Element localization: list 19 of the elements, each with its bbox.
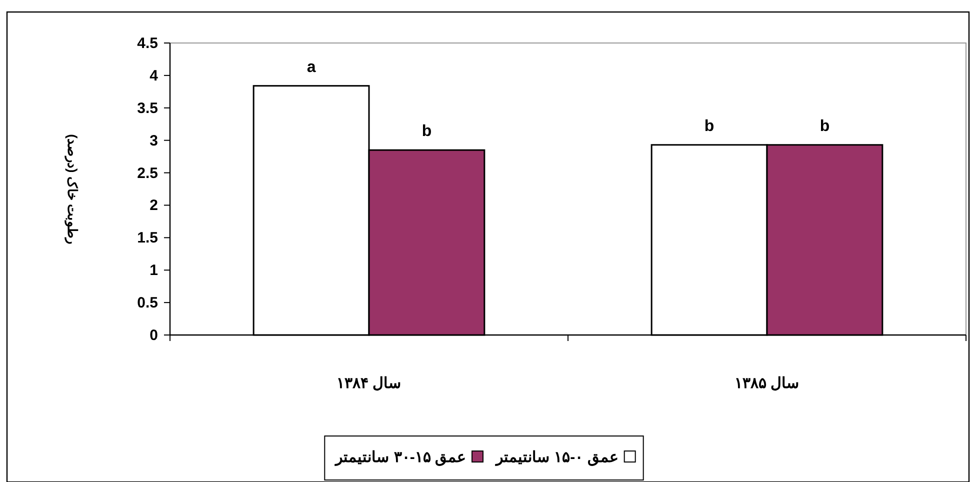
data-label: b xyxy=(820,118,830,135)
y-tick-label: 0 xyxy=(150,327,158,344)
y-tick-label: 3.5 xyxy=(137,100,158,117)
legend-label: عمق ۰-۱۵ سانتیمتر xyxy=(495,449,618,466)
y-tick-label: 2 xyxy=(150,197,158,214)
y-tick-label: 1.5 xyxy=(137,230,158,247)
data-label: b xyxy=(422,123,432,140)
data-label: b xyxy=(704,118,714,135)
y-tick-label: 2.5 xyxy=(137,164,158,182)
y-tick-label: 1 xyxy=(150,262,158,280)
data-label: a xyxy=(306,58,316,76)
y-tick-label: 3 xyxy=(150,132,158,150)
y-tick-label: 4 xyxy=(150,67,159,84)
x-tick-label: سال ۱۳۸۵ xyxy=(734,375,800,392)
y-axis-title: رطوبت خاک (درصد) xyxy=(64,134,80,244)
x-tick-label: سال ۱۳۸۴ xyxy=(336,375,402,392)
y-tick-label: 4.5 xyxy=(137,35,158,52)
legend-label: عمق ۱۵-۳۰ سانتیمتر xyxy=(334,449,466,466)
y-tick-label: 0.5 xyxy=(137,294,158,312)
